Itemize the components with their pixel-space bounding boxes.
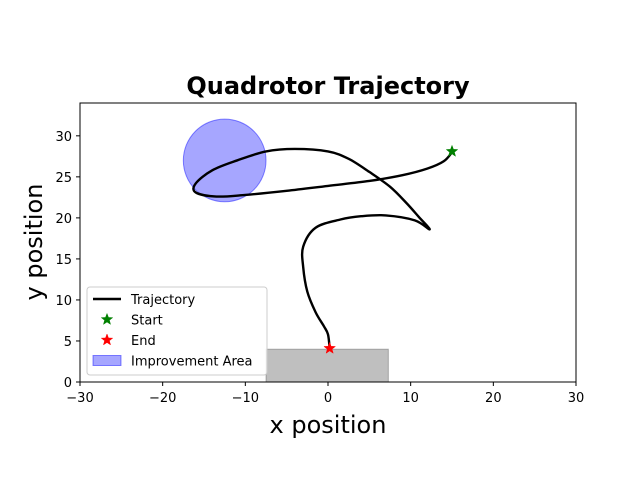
start-marker: [445, 144, 459, 157]
y-tick-label: 5: [64, 335, 72, 350]
legend-label-improvement-area: Improvement Area: [131, 355, 253, 370]
y-tick-label: 25: [55, 171, 72, 186]
improvement-area-circle: [182, 118, 267, 203]
x-tick-label: 30: [568, 391, 585, 406]
y-tick-label: 30: [55, 130, 72, 145]
y-axis-label: y position: [20, 184, 48, 301]
legend-label-end: End: [131, 334, 156, 349]
y-tick-label: 15: [55, 253, 72, 268]
legend: Trajectory Start End Improvement Area: [86, 286, 268, 376]
legend-swatch-end: [100, 333, 114, 346]
legend-swatch-start: [100, 312, 114, 325]
chart-title: Quadrotor Trajectory: [186, 72, 470, 100]
y-tick-label: 0: [64, 376, 72, 391]
x-tick-label: 20: [485, 391, 502, 406]
x-tick-label: −20: [149, 391, 176, 406]
legend-swatch-improvement-area: [92, 355, 122, 366]
legend-label-trajectory: Trajectory: [130, 293, 195, 308]
obstacle-rect: [265, 348, 389, 383]
end-marker: [323, 341, 337, 354]
trajectory-line: [192, 147, 454, 350]
y-tick-label: 10: [55, 294, 72, 309]
x-tick-label: 0: [324, 391, 332, 406]
x-axis-label: x position: [270, 411, 387, 439]
x-tick-label: −10: [232, 391, 259, 406]
x-tick-label: 10: [402, 391, 419, 406]
plot-area: −30 −20 −10 0 10 20 30 0 5 10 15 20 25 30: [55, 102, 585, 406]
legend-box: [86, 286, 268, 376]
legend-label-start: Start: [131, 314, 163, 329]
y-tick-label: 20: [55, 212, 72, 227]
x-tick-label: −30: [66, 391, 93, 406]
